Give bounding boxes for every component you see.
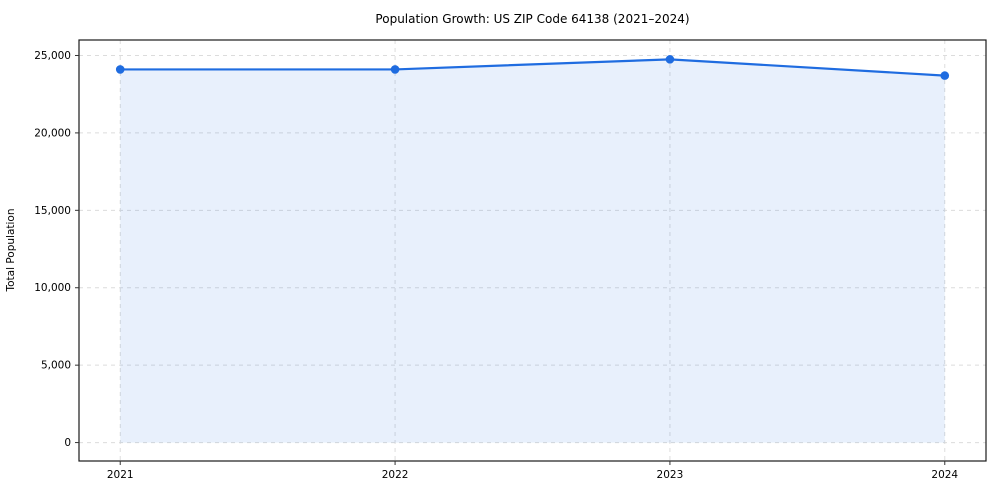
y-tick-label: 10,000 bbox=[34, 282, 71, 294]
area-fill bbox=[120, 59, 945, 443]
data-point-2022 bbox=[390, 65, 400, 74]
axes-spines bbox=[78, 39, 987, 462]
data-point-2023 bbox=[665, 55, 675, 64]
x-tick-label: 2022 bbox=[382, 469, 409, 481]
x-tick-label: 2023 bbox=[657, 469, 684, 481]
y-tick-label: 25,000 bbox=[34, 50, 71, 62]
y-tick-label: 0 bbox=[64, 437, 71, 449]
data-line bbox=[119, 58, 946, 77]
y-tick-label: 20,000 bbox=[34, 127, 71, 139]
y-tick-label: 5,000 bbox=[41, 360, 71, 372]
x-tick-label: 2024 bbox=[931, 469, 958, 481]
data-point-2024 bbox=[940, 71, 950, 80]
x-tick-label: 2021 bbox=[107, 469, 134, 481]
data-point-2021 bbox=[115, 65, 125, 74]
chart-title: Population Growth: US ZIP Code 64138 (20… bbox=[375, 12, 690, 26]
y-tick-label: 15,000 bbox=[34, 205, 71, 217]
